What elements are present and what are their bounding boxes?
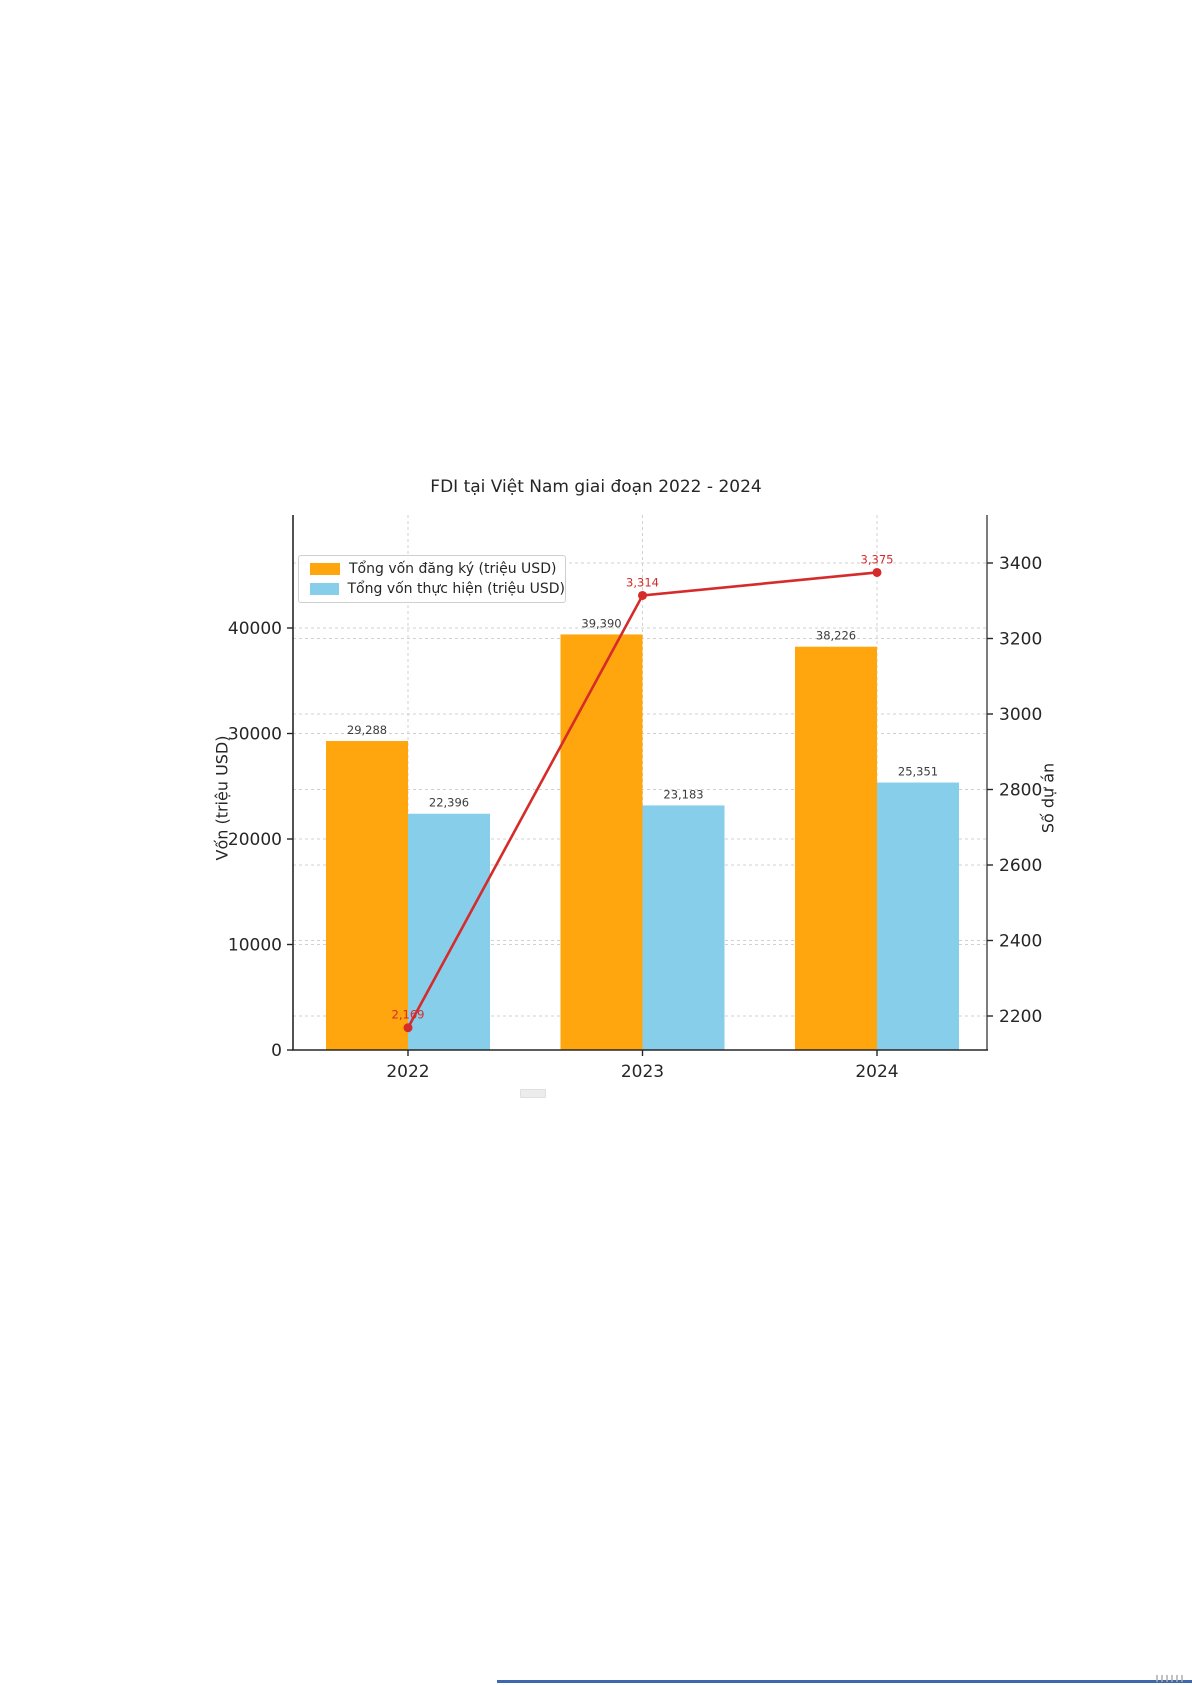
line-point-2022	[403, 1023, 413, 1033]
bar-value-label: 23,183	[663, 787, 703, 801]
bar-implemented-2022	[408, 813, 490, 1050]
right-tick-label: 3000	[999, 705, 1042, 725]
bar-value-label: 38,226	[816, 629, 856, 643]
bar-value-label: 22,396	[429, 796, 469, 810]
left-tick-label: 0	[271, 1041, 282, 1061]
legend-item-registered-capital: Tổng vốn đăng ký (triệu USD)	[299, 561, 565, 577]
x-tick-label: 2024	[855, 1062, 898, 1082]
left-tick-label: 10000	[228, 936, 282, 956]
line-point-label: 3,375	[861, 552, 894, 566]
line-point-2023	[638, 590, 647, 600]
bar-implemented-2024	[877, 782, 959, 1050]
legend-swatch-implemented-capital	[310, 583, 339, 595]
bar-implemented-2023	[642, 805, 725, 1050]
line-point-label: 3,314	[626, 575, 659, 589]
chart-title: FDI tại Việt Nam giai đoạn 2022 - 2024	[430, 477, 762, 497]
left-tick-label: 20000	[228, 830, 282, 850]
line-point-2024	[872, 567, 882, 577]
bar-value-label: 29,288	[347, 723, 387, 737]
right-tick-label: 2400	[999, 932, 1042, 952]
cutoff-text-artifact	[1156, 1675, 1186, 1682]
bar-registered-2022	[326, 741, 408, 1050]
legend-item-implemented-capital: Tổng vốn thực hiện (triệu USD)	[299, 581, 565, 597]
right-tick-label: 3200	[999, 630, 1042, 650]
legend-swatch-registered-capital	[310, 563, 340, 575]
x-tick-label: 2022	[386, 1062, 429, 1082]
x-tick-label: 2023	[621, 1062, 664, 1082]
left-tick-label: 30000	[228, 725, 282, 745]
right-tick-label: 2200	[999, 1007, 1042, 1027]
right-tick-label: 2800	[999, 781, 1042, 801]
page-artifact-smudge	[520, 1089, 546, 1098]
bar-registered-2024	[795, 646, 877, 1050]
bottom-divider-line	[497, 1680, 1192, 1683]
bar-value-label: 39,390	[581, 616, 621, 630]
legend-label-implemented-capital: Tổng vốn thực hiện (triệu USD)	[347, 581, 566, 597]
right-tick-label: 2600	[999, 856, 1042, 876]
legend-label-registered-capital: Tổng vốn đăng ký (triệu USD)	[349, 561, 557, 577]
legend: Tổng vốn đăng ký (triệu USD) Tổng vốn th…	[298, 555, 566, 603]
right-tick-label: 3400	[999, 554, 1042, 574]
line-point-label: 2,169	[392, 1008, 425, 1022]
bar-registered-2023	[560, 634, 643, 1050]
left-tick-label: 40000	[228, 619, 282, 639]
bar-value-label: 25,351	[898, 765, 938, 779]
